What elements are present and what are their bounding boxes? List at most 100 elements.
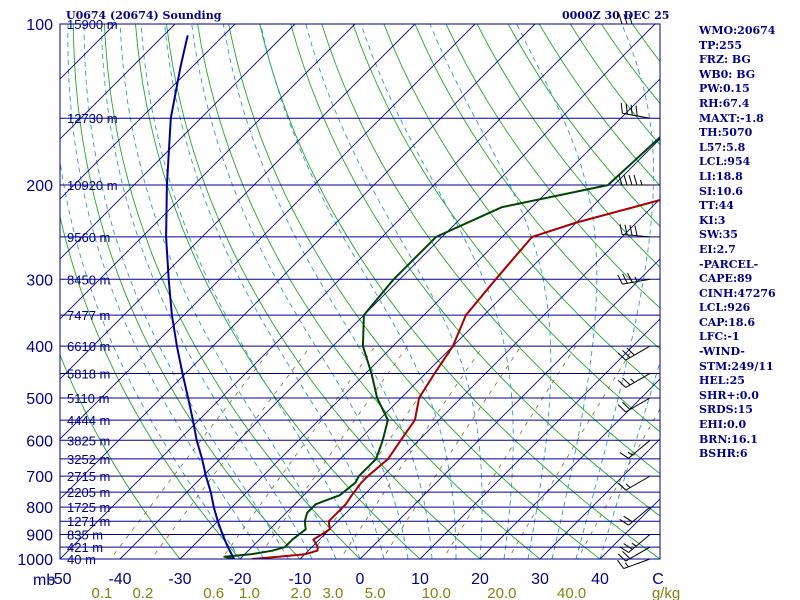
mixing-ratio-label: 10.0 <box>422 585 451 600</box>
pressure-unit-label: mb <box>33 572 55 589</box>
dry-adiabat-line <box>383 24 660 391</box>
height-label: 3252 m <box>67 452 110 467</box>
mixing-ratio-line <box>442 345 577 559</box>
chart-valid-time: 0000Z 30 DEC 25 <box>562 9 670 22</box>
isotherm-line <box>60 24 536 500</box>
height-label: 1725 m <box>67 500 110 515</box>
sounding-index: -WIND- <box>699 345 745 359</box>
sounding-index: WB0: BG <box>699 67 756 81</box>
wind-barb <box>619 224 651 238</box>
mixing-ratio-label: 1.0 <box>239 585 260 600</box>
moist-adiabats <box>60 24 660 559</box>
temperature-tick-label: 20 <box>471 571 489 588</box>
mixing-ratio-lines <box>110 345 660 559</box>
isotherm-line <box>119 24 656 559</box>
plot-frame <box>59 23 661 560</box>
mixing-ratio-unit: g/kg <box>652 585 680 600</box>
sounding-index: LCL:926 <box>699 301 751 315</box>
dry-adiabat-line <box>135 24 421 559</box>
isotherm-line <box>239 138 660 559</box>
mixing-ratio-label: 5.0 <box>365 585 386 600</box>
pressure-tick-label: 700 <box>26 469 53 486</box>
sounding-index: LCL:954 <box>699 155 751 169</box>
pressure-tick-label: 300 <box>26 272 53 289</box>
height-label: 3825 m <box>67 433 110 448</box>
mixing-ratio-line <box>221 345 376 559</box>
isotherm-line <box>60 24 416 380</box>
isotherm-line <box>60 24 476 440</box>
sounding-index: SW:35 <box>699 228 738 242</box>
mixing-ratio-label: 0.2 <box>132 585 153 600</box>
dry-adiabat-line <box>414 24 660 350</box>
dry-adiabat-line <box>476 24 660 268</box>
temperature-trace <box>251 199 660 559</box>
sounding-index: FRZ: BG <box>699 53 751 67</box>
sounding-index: CINH:47276 <box>699 286 776 300</box>
wind-barb <box>619 534 651 553</box>
height-label: 5110 m <box>67 391 109 406</box>
wind-barbs <box>617 13 651 570</box>
sounding-index: SRDS:15 <box>699 403 753 417</box>
mixing-ratio-line <box>507 345 635 559</box>
sounding-index: PW:0.15 <box>699 82 750 96</box>
height-label: 1271 m <box>67 514 110 529</box>
mixing-ratio-label: 20.0 <box>487 585 516 600</box>
moist-adiabat-line <box>575 24 654 559</box>
height-label: 9560 m <box>67 230 110 245</box>
wind-barb <box>619 439 651 459</box>
moist-adiabat-line <box>83 24 289 559</box>
wind-barb <box>617 475 651 491</box>
sounding-index: TT:44 <box>699 199 734 213</box>
mixing-ratio-line <box>110 345 274 559</box>
pressure-tick-label: 1000 <box>17 552 53 569</box>
height-label: 12730 m <box>67 111 118 126</box>
temperature-tick-label: 40 <box>591 571 609 588</box>
height-label: 6610 m <box>67 339 110 354</box>
height-label: 421 m <box>67 540 103 555</box>
wind-barb <box>617 558 651 570</box>
sounding-index: RH:67.4 <box>699 96 750 110</box>
temperature-tick-label: -40 <box>108 571 131 588</box>
wind-barb <box>617 345 651 361</box>
height-label: 2715 m <box>67 469 110 484</box>
dry-adiabat-line <box>321 24 660 475</box>
sounding-index: BSHR:6 <box>699 447 748 461</box>
temperature-tick-label: -30 <box>168 571 191 588</box>
sounding-index: EI:2.7 <box>699 242 736 256</box>
height-label: 10920 m <box>67 178 118 193</box>
temperature-tick-label: 30 <box>531 571 549 588</box>
dry-adiabat-line <box>197 24 541 559</box>
mixing-ratio-line <box>256 345 409 559</box>
isotherm-line <box>60 24 176 140</box>
dry-adiabat-line <box>352 24 660 433</box>
sounding-index: TP:255 <box>699 38 743 52</box>
height-label: 835 m <box>67 528 103 543</box>
wind-barb <box>619 506 651 526</box>
isotherm-line <box>479 378 660 559</box>
dry-adiabat-line <box>445 24 660 309</box>
isotherm-line <box>359 258 660 559</box>
mixing-ratio-line <box>381 345 522 559</box>
temperature-tick-label: 0 <box>356 571 365 588</box>
mixing-ratio-label: 0.1 <box>92 585 113 600</box>
temperature-tick-label: -50 <box>48 571 71 588</box>
sounding-traces <box>165 35 660 559</box>
dry-adiabats <box>60 24 660 559</box>
pressure-tick-label: 600 <box>26 433 53 450</box>
dewpoint-trace <box>223 135 660 559</box>
mixing-ratio-line <box>577 408 660 559</box>
sounding-index: MAXT:-1.8 <box>699 111 764 125</box>
temperature-tick-label: -10 <box>288 571 311 588</box>
isotherm-line <box>60 24 356 320</box>
isotherm-line <box>419 318 660 559</box>
sounding-index: LI:18.8 <box>699 169 743 183</box>
isotherms <box>60 24 660 559</box>
dry-adiabat-line <box>103 24 361 559</box>
sounding-index: -PARCEL- <box>699 257 759 271</box>
sounding-index: CAP:18.6 <box>699 315 756 329</box>
height-label: 2205 m <box>67 485 110 500</box>
wind-barb <box>617 397 651 413</box>
sounding-index: STM:249/11 <box>699 359 774 373</box>
pressure-tick-label: 100 <box>26 17 53 34</box>
